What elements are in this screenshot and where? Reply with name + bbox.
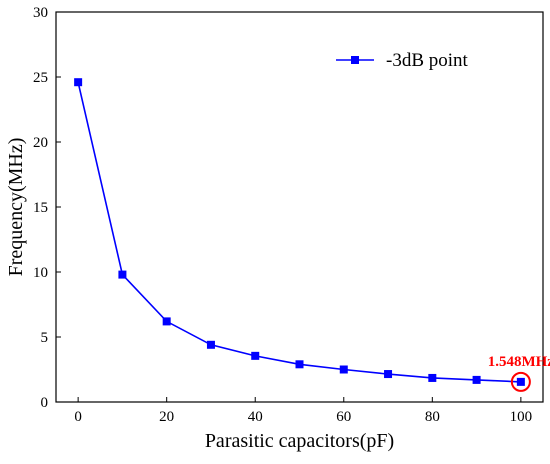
x-tick-label: 40 <box>248 409 263 425</box>
series-line <box>77 82 521 383</box>
series-layer <box>74 78 525 386</box>
plot-border <box>55 11 544 403</box>
legend-label: -3dB point <box>386 50 469 71</box>
data-point <box>206 340 215 349</box>
x-tick-label: 0 <box>74 409 82 425</box>
x-axis-title: Parasitic capacitors(pF) <box>205 430 394 452</box>
y-tick-label: 30 <box>33 5 48 21</box>
x-tick-label: 100 <box>510 409 533 425</box>
plot-frame <box>55 11 544 403</box>
x-tick-label: 80 <box>425 409 440 425</box>
y-tick-label: 10 <box>33 265 48 281</box>
data-point <box>251 351 260 360</box>
y-tick-label: 15 <box>33 200 48 216</box>
x-tick-label: 20 <box>159 409 174 425</box>
x-axis-ticks: 0 20 40 60 80 100 <box>74 397 532 425</box>
data-point <box>472 375 481 384</box>
data-point <box>516 377 525 386</box>
x-tick-label: 60 <box>336 409 351 425</box>
legend: -3dB point <box>336 50 469 71</box>
y-axis-ticks: 0 5 10 15 20 25 30 <box>33 5 61 411</box>
data-point <box>384 370 393 379</box>
annotation-label: 1.548MHz <box>488 354 550 370</box>
y-tick-label: 20 <box>33 135 48 151</box>
annotation-circle <box>510 371 531 392</box>
y-tick-label: 5 <box>41 330 49 346</box>
data-point <box>162 317 171 326</box>
legend-marker <box>351 56 359 64</box>
data-point <box>118 270 127 279</box>
y-tick-label: 25 <box>33 70 48 86</box>
data-point <box>428 373 437 382</box>
y-tick-label: 0 <box>41 395 49 411</box>
data-point <box>74 78 83 87</box>
y-axis-title: Frequency(MHz) <box>5 138 27 277</box>
annotation: 1.548MHz <box>488 354 550 392</box>
data-point <box>339 365 348 374</box>
data-point <box>295 360 304 369</box>
